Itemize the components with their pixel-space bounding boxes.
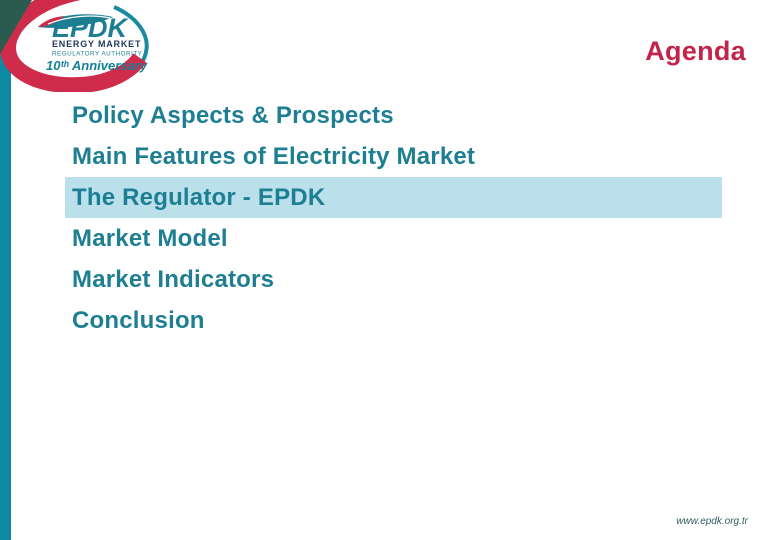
agenda-item-main-features: Main Features of Electricity Market [72,142,476,170]
logo-corner-wedge-icon [0,0,32,54]
agenda-item-policy-aspects: Policy Aspects & Prospects [72,101,394,129]
logo-org-line1: ENERGY MARKET [52,39,141,49]
logo-org-line2: REGULATORY AUTHORITY [52,51,143,58]
agenda-list: Policy Aspects & Prospects Main Features… [65,95,722,341]
epdk-logo-icon: EPDK ENERGY MARKET REGULATORY AUTHORITY … [0,0,149,92]
page-title: Agenda [645,36,746,66]
logo-anniversary-text: 10ᵗʰ Anniversary [46,58,148,73]
logo-bird-icon [38,14,113,28]
agenda-item-market-indicators: Market Indicators [72,265,275,293]
agenda-item-market-model: Market Model [72,224,228,252]
agenda-item-conclusion: Conclusion [72,306,205,334]
logo-red-swoosh-icon [0,0,147,92]
left-accent-bar [0,0,11,540]
logo-bird-accent-icon [38,16,64,27]
logo-bird-streak-icon [47,15,111,25]
footer-website-url: www.epdk.org.tr [676,516,748,527]
agenda-item-the-regulator: The Regulator - EPDK [65,177,722,218]
